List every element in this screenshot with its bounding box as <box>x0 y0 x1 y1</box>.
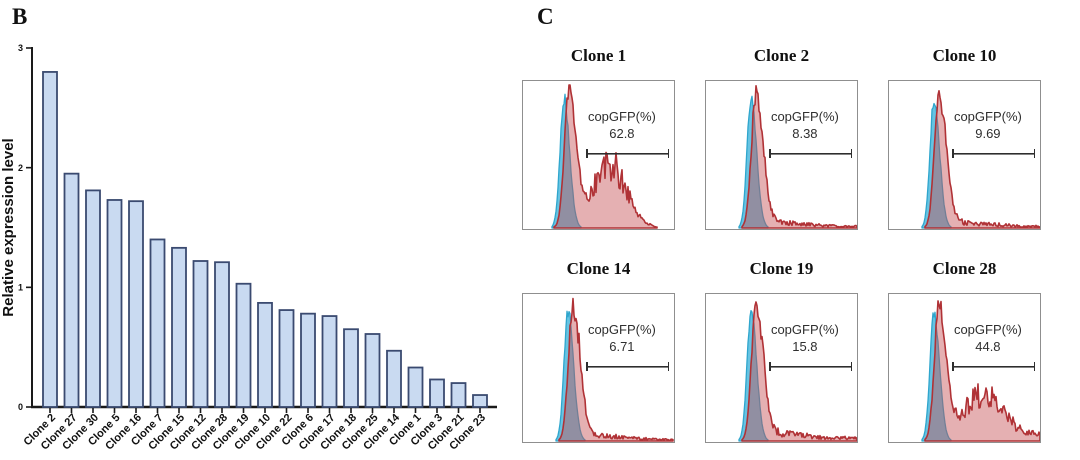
flow-histogram <box>738 301 857 442</box>
gate-marker <box>586 149 670 159</box>
gate-label: copGFP(%) <box>587 109 656 125</box>
sample-histogram-curve <box>741 301 857 442</box>
gate-marker <box>952 149 1036 159</box>
gate-annotation: copGFP(%) 15.8 <box>756 322 854 356</box>
bar <box>278 309 295 408</box>
gate-value: 6.71 <box>609 339 635 355</box>
gate-label: copGFP(%) <box>953 109 1022 125</box>
flow-histogram <box>921 90 1040 229</box>
hist-panel-clone-14: Clone 14 copGFP(%) 6.71 <box>522 259 675 443</box>
gate-value: 62.8 <box>609 126 635 142</box>
bar <box>149 238 166 408</box>
bar <box>192 260 209 408</box>
hist-panel-clone-2: Clone 2 copGFP(%) 8.38 <box>705 46 858 230</box>
panel-b-label: B <box>12 4 28 29</box>
sample-histogram-curve <box>924 90 1040 229</box>
gate-label: copGFP(%) <box>770 322 839 338</box>
bar <box>128 200 144 408</box>
gate-annotation: copGFP(%) 6.71 <box>573 322 671 356</box>
gate-annotation: copGFP(%) 62.8 <box>573 109 671 143</box>
gate-marker <box>952 362 1036 372</box>
hist-title: Clone 14 <box>566 259 631 278</box>
bar <box>407 366 424 408</box>
flow-histogram <box>555 297 674 442</box>
sample-histogram-curve <box>558 297 674 442</box>
gate-annotation: copGFP(%) 44.8 <box>939 322 1037 356</box>
bar <box>300 312 316 408</box>
gate-label: copGFP(%) <box>770 109 839 125</box>
y-tick-label: 1 <box>18 283 23 293</box>
bar <box>85 189 101 408</box>
hist-plot-area: copGFP(%) 8.38 <box>705 80 858 230</box>
gate-label: copGFP(%) <box>587 322 656 338</box>
control-histogram-curve <box>921 311 952 442</box>
bar <box>42 71 58 408</box>
gate-annotation: copGFP(%) 8.38 <box>756 109 854 143</box>
hist-plot-area: copGFP(%) 9.69 <box>888 80 1041 230</box>
hist-panel-clone-10: Clone 10 copGFP(%) 9.69 <box>888 46 1041 230</box>
bar <box>343 328 359 408</box>
hist-panel-clone-19: Clone 19 copGFP(%) 15.8 <box>705 259 858 443</box>
control-histogram-curve <box>738 95 769 229</box>
sample-histogram-curve <box>924 300 1040 442</box>
gate-value: 15.8 <box>792 339 818 355</box>
gate-label: copGFP(%) <box>953 322 1022 338</box>
bar <box>214 261 230 408</box>
flow-histogram <box>921 300 1040 442</box>
gate-annotation: copGFP(%) 9.69 <box>939 109 1037 143</box>
y-tick-label: 2 <box>18 163 23 173</box>
flow-histogram <box>738 85 857 229</box>
flow-cytometry-grid: Clone 1 copGFP(%) 62.8 Clone 2 copGFP(%)… <box>520 0 1080 460</box>
bar <box>450 382 467 408</box>
hist-title: Clone 10 <box>932 46 997 65</box>
bar <box>235 282 252 408</box>
gate-marker <box>769 362 853 372</box>
control-histogram-curve <box>551 93 582 229</box>
bar <box>386 349 402 408</box>
hist-title: Clone 2 <box>753 46 810 65</box>
hist-title: Clone 1 <box>570 46 627 65</box>
bar <box>472 394 488 408</box>
y-tick-label: 3 <box>18 43 23 53</box>
hist-plot-area: copGFP(%) 62.8 <box>522 80 675 230</box>
control-histogram-curve <box>555 310 586 442</box>
y-axis-title: Relative expression level <box>0 138 17 316</box>
sample-histogram-curve <box>741 85 857 229</box>
bar <box>171 246 187 408</box>
gate-marker <box>769 149 853 159</box>
bar <box>429 378 445 408</box>
bar <box>63 172 80 408</box>
gate-value: 44.8 <box>975 339 1001 355</box>
gate-marker <box>586 362 670 372</box>
bar <box>257 301 273 408</box>
bar <box>364 333 381 408</box>
hist-plot-area: copGFP(%) 6.71 <box>522 293 675 443</box>
panel-c-label: C <box>537 4 554 29</box>
hist-panel-clone-28: Clone 28 copGFP(%) 44.8 <box>888 259 1041 443</box>
hist-title: Clone 19 <box>749 259 814 278</box>
bar <box>106 199 123 408</box>
hist-plot-area: copGFP(%) 44.8 <box>888 293 1041 443</box>
y-tick-label: 0 <box>18 402 23 412</box>
gate-value: 9.69 <box>975 126 1001 142</box>
hist-panel-clone-1: Clone 1 copGFP(%) 62.8 <box>522 46 675 230</box>
hist-title: Clone 28 <box>932 259 997 278</box>
bar <box>321 315 338 408</box>
hist-plot-area: copGFP(%) 15.8 <box>705 293 858 443</box>
gate-value: 8.38 <box>792 126 818 142</box>
